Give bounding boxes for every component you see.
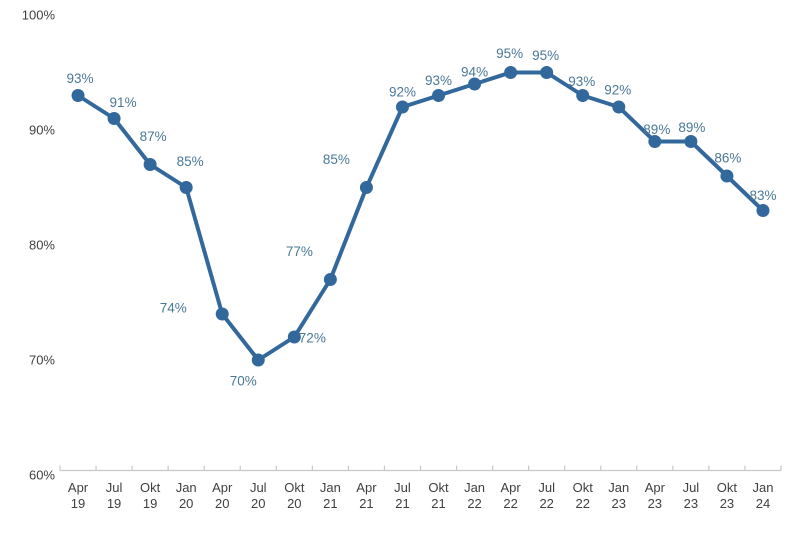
x-axis-label: Jan 20	[176, 480, 197, 511]
x-axis-label: Apr 22	[501, 480, 522, 511]
data-point-label: 83%	[749, 188, 776, 203]
y-axis-tick-label: 70%	[29, 353, 55, 368]
x-axis-label: Apr 19	[68, 480, 89, 511]
data-point-label: 93%	[568, 74, 595, 89]
data-point-label: 85%	[177, 154, 204, 169]
x-axis-label: Apr 20	[212, 480, 233, 511]
x-axis-label: Okt 19	[140, 480, 161, 511]
x-axis-label: Okt 22	[573, 480, 594, 511]
x-axis-label: Jul 22	[538, 480, 555, 511]
x-axis-label: Jul 23	[683, 480, 700, 511]
data-point-label: 95%	[532, 48, 559, 63]
x-axis-label: Jul 21	[394, 480, 411, 511]
data-point-marker	[684, 135, 698, 148]
data-point-marker	[287, 330, 301, 344]
data-point-marker	[143, 158, 157, 171]
data-point-marker	[540, 66, 554, 79]
data-point-marker	[432, 89, 446, 102]
data-point-label: 70%	[230, 374, 257, 389]
data-point-marker	[468, 77, 482, 91]
data-point-marker	[71, 89, 85, 102]
x-axis-label: Okt 21	[428, 480, 449, 511]
data-point-marker	[576, 89, 590, 102]
x-axis-label: Jan 22	[464, 480, 485, 511]
data-point-marker	[720, 169, 734, 183]
data-point-label: 72%	[299, 331, 326, 346]
x-axis-label: Okt 20	[284, 480, 305, 511]
data-point-label: 95%	[496, 46, 523, 61]
data-point-label: 89%	[643, 122, 670, 137]
data-point-label: 91%	[110, 95, 137, 110]
data-point-marker	[648, 135, 662, 148]
data-point-marker	[395, 100, 409, 114]
data-point-marker	[251, 353, 265, 367]
data-point-marker	[323, 273, 337, 286]
data-point-label: 92%	[389, 85, 416, 100]
series-line	[76, 70, 765, 362]
data-point-label: 74%	[160, 301, 187, 316]
data-point-marker	[215, 307, 229, 321]
data-point-label: 77%	[286, 244, 313, 259]
data-point-label: 87%	[140, 129, 167, 144]
data-point-label: 89%	[678, 120, 705, 135]
y-axis-tick-label: 60%	[29, 468, 55, 483]
data-point-marker	[107, 112, 121, 125]
data-point-label: 93%	[425, 73, 452, 88]
y-axis-tick-label: 80%	[29, 238, 55, 253]
data-point-marker	[756, 204, 770, 217]
x-axis-label: Okt 23	[717, 480, 738, 511]
data-point-label: 86%	[714, 151, 741, 166]
data-point-marker	[179, 181, 193, 194]
x-axis-label: Apr 21	[356, 480, 377, 511]
data-point-label: 92%	[604, 83, 631, 98]
data-point-marker	[359, 181, 373, 194]
x-axis-label: Jan 24	[752, 480, 773, 511]
data-point-label: 85%	[323, 152, 350, 167]
data-point-marker	[612, 100, 626, 114]
data-point-marker	[504, 66, 518, 79]
x-axis-label: Jul 19	[106, 480, 123, 511]
y-axis-tick-label: 100%	[22, 8, 56, 23]
x-axis-label: Apr 23	[645, 480, 666, 511]
x-axis-label: Jan 21	[320, 480, 341, 511]
data-point-label: 94%	[461, 65, 488, 80]
x-axis-label: Jul 20	[250, 480, 267, 511]
y-axis-tick-label: 90%	[29, 123, 55, 138]
x-axis-label: Jan 23	[608, 480, 629, 511]
data-point-label: 93%	[67, 71, 94, 86]
